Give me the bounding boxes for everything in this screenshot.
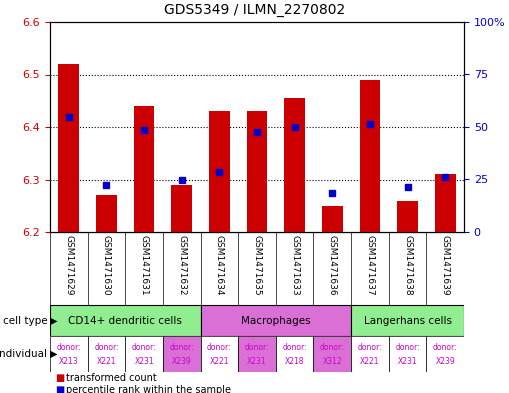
Text: donor:: donor: bbox=[245, 343, 269, 352]
Bar bbox=[276, 336, 314, 372]
Text: donor:: donor: bbox=[207, 343, 232, 352]
Text: X231: X231 bbox=[398, 357, 417, 366]
Bar bbox=[238, 336, 276, 372]
Text: transformed count: transformed count bbox=[66, 373, 157, 383]
Text: GSM1471638: GSM1471638 bbox=[403, 235, 412, 296]
Text: donor:: donor: bbox=[282, 343, 307, 352]
Bar bbox=[435, 174, 456, 232]
Text: ▶: ▶ bbox=[49, 349, 57, 359]
Bar bbox=[285, 98, 305, 232]
Bar bbox=[88, 336, 125, 372]
Text: GSM1471637: GSM1471637 bbox=[365, 235, 375, 296]
Bar bbox=[163, 336, 201, 372]
Bar bbox=[201, 336, 238, 372]
Text: X231: X231 bbox=[134, 357, 154, 366]
Bar bbox=[209, 111, 230, 232]
Text: donor:: donor: bbox=[169, 343, 194, 352]
Bar bbox=[322, 206, 343, 232]
Text: donor:: donor: bbox=[132, 343, 156, 352]
Bar bbox=[351, 305, 464, 336]
Text: X213: X213 bbox=[59, 357, 78, 366]
Bar bbox=[50, 336, 88, 372]
Text: X231: X231 bbox=[247, 357, 267, 366]
Text: CD14+ dendritic cells: CD14+ dendritic cells bbox=[68, 316, 182, 325]
Text: GSM1471639: GSM1471639 bbox=[441, 235, 449, 296]
Text: percentile rank within the sample: percentile rank within the sample bbox=[66, 385, 231, 393]
Text: ■: ■ bbox=[55, 373, 64, 383]
Bar bbox=[125, 336, 163, 372]
Text: X312: X312 bbox=[323, 357, 342, 366]
Text: donor:: donor: bbox=[320, 343, 345, 352]
Text: donor:: donor: bbox=[94, 343, 119, 352]
Text: GSM1471635: GSM1471635 bbox=[252, 235, 262, 296]
Bar bbox=[247, 111, 267, 232]
Text: GSM1471629: GSM1471629 bbox=[64, 235, 73, 296]
Text: X221: X221 bbox=[360, 357, 380, 366]
Text: ■: ■ bbox=[55, 385, 64, 393]
Text: individual: individual bbox=[0, 349, 47, 359]
Text: donor:: donor: bbox=[395, 343, 420, 352]
Bar bbox=[50, 305, 201, 336]
Text: GDS5349 / ILMN_2270802: GDS5349 / ILMN_2270802 bbox=[164, 3, 345, 17]
Text: X221: X221 bbox=[97, 357, 116, 366]
Text: ▶: ▶ bbox=[49, 316, 57, 325]
Text: GSM1471632: GSM1471632 bbox=[177, 235, 186, 296]
Bar bbox=[397, 200, 418, 232]
Bar bbox=[134, 106, 154, 232]
Text: GSM1471633: GSM1471633 bbox=[290, 235, 299, 296]
Bar bbox=[172, 185, 192, 232]
Text: Langerhans cells: Langerhans cells bbox=[363, 316, 451, 325]
Bar bbox=[351, 336, 389, 372]
Bar bbox=[389, 336, 427, 372]
Text: GSM1471634: GSM1471634 bbox=[215, 235, 224, 296]
Bar bbox=[359, 80, 380, 232]
Bar bbox=[59, 64, 79, 232]
Text: donor:: donor: bbox=[358, 343, 382, 352]
Bar bbox=[96, 195, 117, 232]
Text: X239: X239 bbox=[435, 357, 455, 366]
Text: Macrophages: Macrophages bbox=[241, 316, 310, 325]
Text: GSM1471630: GSM1471630 bbox=[102, 235, 111, 296]
Text: GSM1471631: GSM1471631 bbox=[139, 235, 149, 296]
Text: cell type: cell type bbox=[3, 316, 47, 325]
Text: X221: X221 bbox=[210, 357, 229, 366]
Bar bbox=[427, 336, 464, 372]
Text: donor:: donor: bbox=[433, 343, 458, 352]
Bar bbox=[201, 305, 351, 336]
Text: X239: X239 bbox=[172, 357, 191, 366]
Bar bbox=[314, 336, 351, 372]
Text: X218: X218 bbox=[285, 357, 304, 366]
Text: GSM1471636: GSM1471636 bbox=[328, 235, 337, 296]
Text: donor:: donor: bbox=[56, 343, 81, 352]
